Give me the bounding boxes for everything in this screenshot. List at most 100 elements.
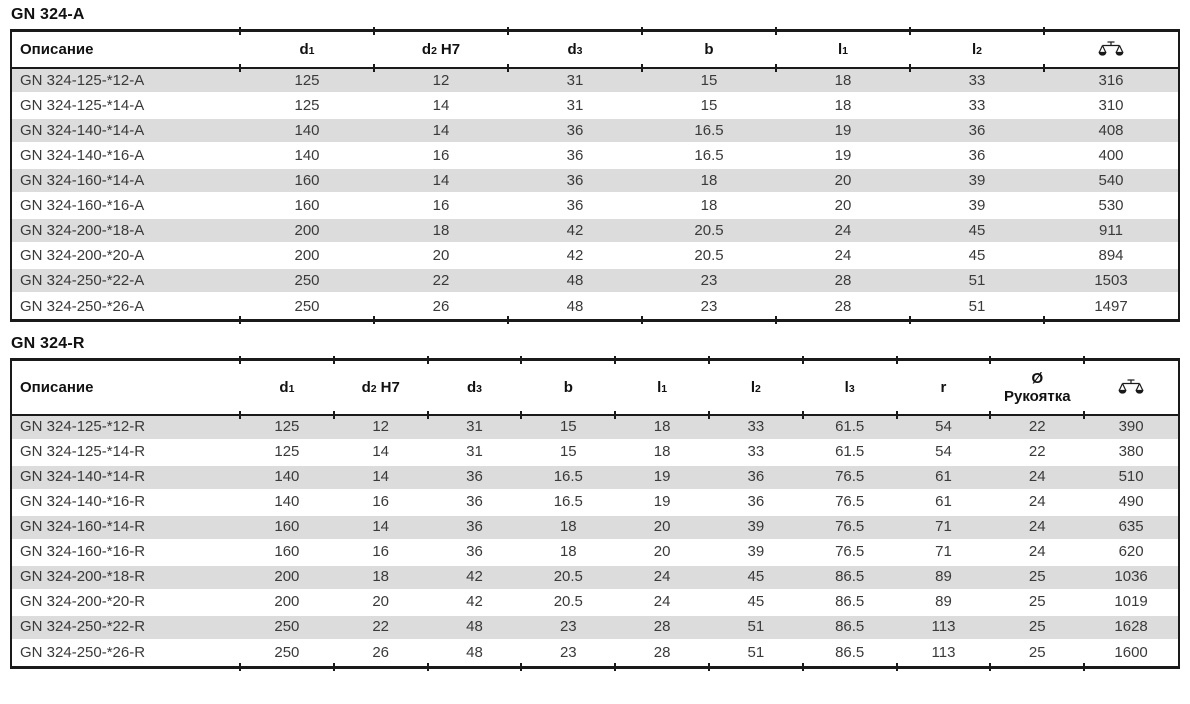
value-cell: 20 bbox=[776, 194, 910, 220]
part-number-cell: GN 324-250-*22-A bbox=[12, 269, 240, 295]
value-cell: 250 bbox=[239, 641, 334, 671]
value-cell: 48 bbox=[426, 641, 522, 671]
value-cell: 36 bbox=[910, 144, 1044, 170]
value-cell: 14 bbox=[374, 169, 508, 195]
value-cell: 14 bbox=[333, 465, 428, 491]
table-row: GN 324-125-*14-R 125 14 31 15 18 33 61.5 54 22 380 bbox=[12, 441, 1178, 466]
value-cell: 1503 bbox=[1044, 269, 1178, 295]
value-cell: 48 bbox=[427, 615, 522, 641]
value-cell: 18 bbox=[642, 194, 776, 220]
value-cell: 18 bbox=[374, 219, 508, 245]
table-body: GN 324-125-*12-R 125 12 31 15 18 33 61.5 54 22 390… bbox=[12, 415, 1178, 671]
value-cell: 48 bbox=[507, 294, 642, 325]
column-header-d1: d1 bbox=[239, 26, 374, 73]
value-cell: 20 bbox=[615, 515, 709, 541]
value-cell: 24 bbox=[615, 565, 709, 591]
value-cell: 36 bbox=[427, 491, 522, 516]
value-cell: 39 bbox=[708, 541, 803, 566]
column-header-b: b bbox=[520, 356, 616, 419]
value-cell: 16.5 bbox=[521, 465, 616, 491]
value-cell: 160 bbox=[240, 194, 374, 220]
part-number-cell: GN 324-200-*18-R bbox=[12, 565, 240, 591]
value-cell: 911 bbox=[1044, 219, 1178, 245]
table-header: Описание d1 d2 H7 d3 b l1 l2 bbox=[12, 26, 1178, 73]
header-row: Описание d1 d2 H7 d3 b l1 l2 bbox=[12, 26, 1178, 73]
value-cell: 1628 bbox=[1084, 615, 1178, 641]
column-header-d2: d2 H7 bbox=[332, 356, 428, 419]
value-cell: 25 bbox=[990, 615, 1085, 641]
value-cell: 635 bbox=[1084, 515, 1178, 541]
column-header-l1: l1 bbox=[614, 356, 709, 419]
value-cell: 18 bbox=[333, 565, 428, 591]
value-cell: 45 bbox=[910, 219, 1044, 245]
value-cell: 19 bbox=[776, 119, 910, 145]
column-header-d3: d3 bbox=[426, 356, 522, 419]
value-cell: 51 bbox=[707, 641, 803, 671]
value-cell: 14 bbox=[374, 94, 508, 120]
value-cell: 125 bbox=[240, 94, 374, 120]
value-cell: 24 bbox=[990, 465, 1085, 491]
part-number-cell: GN 324-125-*14-R bbox=[12, 441, 240, 466]
value-cell: 36 bbox=[508, 144, 642, 170]
table-header: Описание d1 d2 H7 d3 b l1 l2 l3 r Ø Рукоятка bbox=[12, 356, 1178, 419]
value-cell: 113 bbox=[895, 641, 991, 671]
column-header-l1: l1 bbox=[775, 26, 910, 73]
value-cell: 31 bbox=[427, 441, 522, 466]
value-cell: 36 bbox=[708, 465, 803, 491]
value-cell: 20 bbox=[374, 244, 508, 270]
value-cell: 61.5 bbox=[802, 415, 897, 441]
column-header-d3: d3 bbox=[507, 26, 642, 73]
value-cell: 400 bbox=[1044, 144, 1178, 170]
value-cell: 16.5 bbox=[521, 491, 616, 516]
table-row: GN 324-125-*12-R 125 12 31 15 18 33 61.5 54 22 390 bbox=[12, 415, 1178, 441]
part-number-cell: GN 324-250-*26-A bbox=[20, 297, 145, 315]
part-number-cell: GN 324-125-*12-R bbox=[12, 415, 240, 441]
value-cell: 510 bbox=[1084, 465, 1178, 491]
table-row: GN 324-160-*14-A 160 14 36 18 20 39 540 bbox=[12, 169, 1178, 195]
column-header-d1: d1 bbox=[239, 356, 334, 419]
column-header-weight bbox=[1083, 356, 1178, 419]
value-cell: 36 bbox=[508, 169, 642, 195]
value-cell: 408 bbox=[1044, 119, 1178, 145]
value-cell: 20.5 bbox=[521, 565, 616, 591]
value-cell: 125 bbox=[240, 441, 334, 466]
table-row: GN 324-250-*22-R 250 22 48 23 28 51 86.5 113 25 16… bbox=[12, 615, 1178, 641]
table-row: GN 324-125-*14-A 125 14 31 15 18 33 310 bbox=[12, 94, 1178, 120]
value-cell: 51 bbox=[708, 615, 803, 641]
table-row: GN 324-250-*26-R 250 26 48 23 28 51 86.5 113 25 16… bbox=[12, 641, 1178, 671]
value-cell: 15 bbox=[521, 441, 616, 466]
value-cell: 140 bbox=[240, 119, 374, 145]
part-number-cell: GN 324-160-*14-R bbox=[12, 515, 240, 541]
value-cell: 28 bbox=[615, 615, 709, 641]
value-cell: 45 bbox=[708, 591, 803, 616]
value-cell: 61 bbox=[896, 465, 991, 491]
table-row: GN 324-200-*20-R 200 20 42 20.5 24 45 86.5 89 25 1… bbox=[12, 591, 1178, 616]
value-cell: 200 bbox=[240, 219, 374, 245]
column-header-description: Описание bbox=[12, 361, 240, 416]
value-cell: 530 bbox=[1044, 194, 1178, 220]
value-cell: 22 bbox=[990, 441, 1085, 466]
column-header-b: b bbox=[641, 26, 776, 73]
value-cell: 89 bbox=[896, 591, 991, 616]
column-header-description: Описание bbox=[12, 32, 240, 70]
value-cell: 12 bbox=[333, 415, 428, 441]
value-cell: 16 bbox=[333, 541, 428, 566]
value-cell: 42 bbox=[427, 565, 522, 591]
part-number-cell: GN 324-125-*14-A bbox=[12, 94, 240, 120]
value-cell: 316 bbox=[1044, 69, 1178, 95]
column-header-l2: l2 bbox=[707, 356, 803, 419]
value-cell: 24 bbox=[615, 591, 709, 616]
value-cell: 140 bbox=[240, 144, 374, 170]
value-cell: 48 bbox=[508, 269, 642, 295]
value-cell: 36 bbox=[427, 541, 522, 566]
value-cell: 54 bbox=[896, 441, 991, 466]
table-title-gn324r: GN 324-R bbox=[11, 335, 85, 353]
value-cell: 22 bbox=[333, 615, 428, 641]
value-cell: 36 bbox=[508, 194, 642, 220]
value-cell: 20 bbox=[615, 541, 709, 566]
column-header-ø: Ø Рукоятка bbox=[989, 356, 1085, 419]
value-cell: 86.5 bbox=[802, 565, 897, 591]
part-number-cell: GN 324-250-*22-R bbox=[12, 615, 240, 641]
value-cell: 16 bbox=[333, 491, 428, 516]
value-cell: 18 bbox=[615, 415, 709, 441]
